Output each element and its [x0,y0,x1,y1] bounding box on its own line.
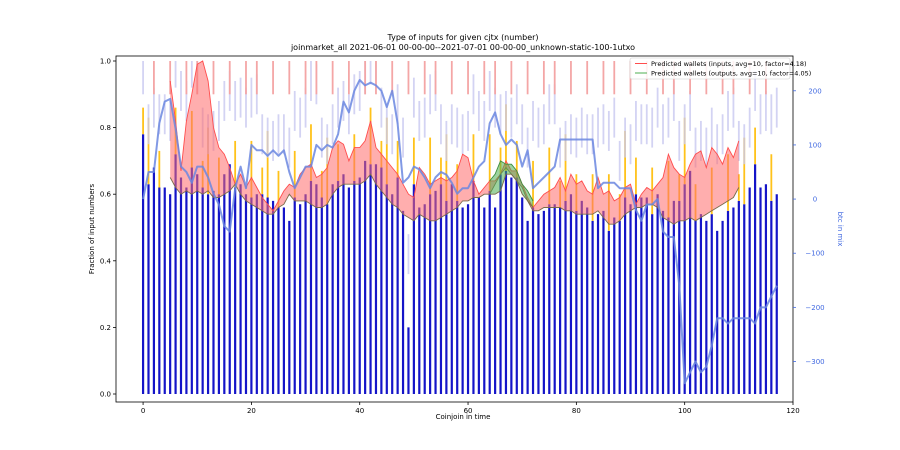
plot-frame [115,55,794,403]
legend-label-outputs: Predicted wallets (outputs, avg=10, fact… [651,70,811,78]
y-right-tick-label: 200 [808,87,821,95]
y-right-tick-label: 0 [813,196,817,204]
input-band-lower [169,166,740,225]
bars-layer [141,61,778,394]
chart-title: Type of inputs for given cjtx (number) [386,33,538,42]
y-axis-right: 200 100 0 −100 −200 −300 [793,87,825,366]
x-tick-label: 40 [355,407,364,415]
y-tick-label: 0.8 [100,124,111,132]
x-tick-label: 80 [572,407,581,415]
chart-subtitle: joinmarket_all 2021-06-01 00-00-00--2021… [290,43,635,52]
x-tick-label: 100 [678,407,691,415]
x-tick-label: 120 [786,407,799,415]
x-axis: 0 20 40 60 80 100 120 [141,402,800,415]
y-tick-label: 0.4 [100,257,112,265]
y-axis: 0.0 0.2 0.4 0.6 0.8 1.0 [100,58,116,399]
x-tick-label: 60 [464,407,473,415]
y-tick-label: 0.2 [100,324,111,332]
output-band-lower [489,173,534,208]
y-right-tick-label: −200 [805,304,824,312]
y-tick-label: 0.0 [100,391,111,399]
x-axis-label: Coinjoin in time [436,413,491,421]
legend-label-inputs: Predicted wallets (inputs, avg=10, facto… [651,60,807,68]
x-tick-label: 0 [141,407,145,415]
y-axis-label: Fraction of input numbers [88,183,96,274]
y-axis-right-label: btc in mix [836,212,844,247]
y-right-tick-label: 100 [808,141,821,149]
y-right-tick-label: −100 [805,250,824,258]
y-right-tick-label: −300 [805,358,824,366]
btc-line-layer [142,79,778,385]
x-tick-label: 20 [247,407,256,415]
output-band-fill [489,160,533,208]
y-tick-label: 0.6 [100,191,112,199]
y-tick-label: 1.0 [100,58,111,66]
input-band-upper [169,60,740,212]
legend: Predicted wallets (inputs, avg=10, facto… [629,57,811,80]
output-band-upper [489,160,534,202]
btc-in-mix-line [142,79,778,385]
legend-box [629,57,791,80]
